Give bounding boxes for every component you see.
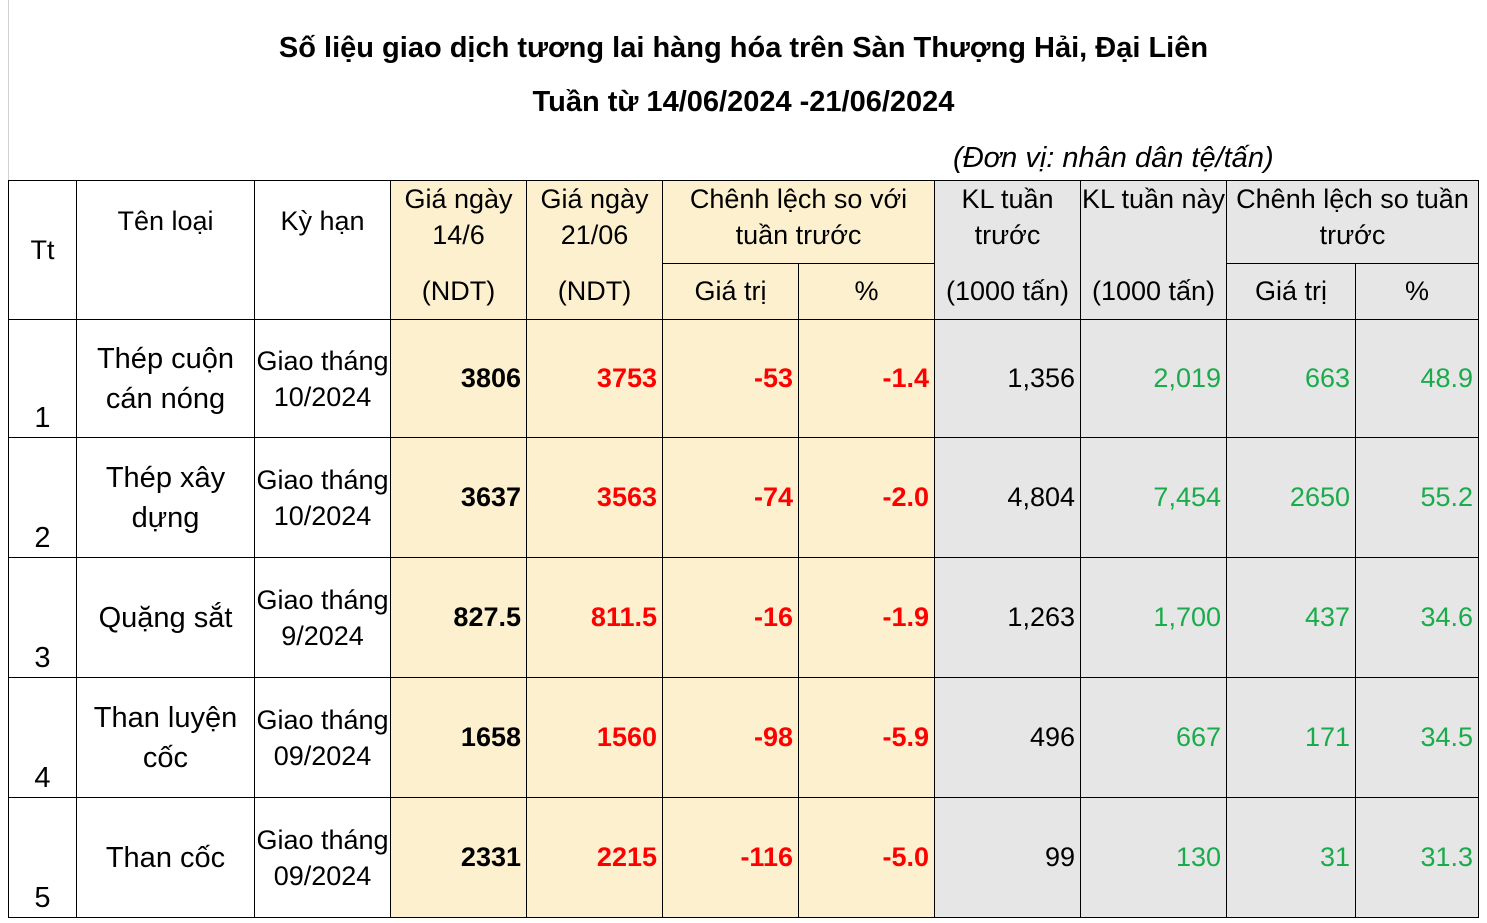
sheet-left-edge xyxy=(8,0,9,180)
unit-note: (Đơn vị: nhân dân tệ/tấn) xyxy=(953,142,1274,174)
table-row: 2 Thép xây dựng Giao tháng 10/2024 3637 … xyxy=(8,437,1480,558)
price-1406: 827.5 xyxy=(390,557,527,678)
row-index: 4 xyxy=(8,677,77,798)
volume-this: 1,700 xyxy=(1080,557,1227,678)
price-1406: 1658 xyxy=(390,677,527,798)
header-vol-diff-percent: % xyxy=(1354,263,1480,320)
table-row: 5 Than cốc Giao tháng 09/2024 2331 2215 … xyxy=(8,797,1480,918)
volume-prev: 1,356 xyxy=(934,319,1081,438)
row-index: 1 xyxy=(8,319,77,438)
volume-diff-value: 663 xyxy=(1226,319,1356,438)
header-tt: Tt xyxy=(8,180,77,320)
price-2106: 811.5 xyxy=(526,557,663,678)
price-2106: 2215 xyxy=(526,797,663,918)
table-row: 4 Than luyện cốc Giao tháng 09/2024 1658… xyxy=(8,677,1480,798)
header-vol-diff-value: Giá trị xyxy=(1226,263,1356,320)
page-subtitle: Tuần từ 14/06/2024 -21/06/2024 xyxy=(532,86,955,118)
volume-diff-value: 171 xyxy=(1226,677,1356,798)
volume-diff-percent: 34.6 xyxy=(1354,557,1480,678)
commodity-name: Quặng sắt xyxy=(76,557,255,678)
volume-prev: 1,263 xyxy=(934,557,1081,678)
commodity-name: Thép xây dựng xyxy=(76,437,255,558)
price-diff-percent: -5.9 xyxy=(798,677,935,798)
price-diff-value: -16 xyxy=(662,557,799,678)
price-diff-percent: -2.0 xyxy=(798,437,935,558)
volume-diff-percent: 48.9 xyxy=(1354,319,1480,438)
price-2106: 3753 xyxy=(526,319,663,438)
header-diff-vol: Chênh lệch so tuần trước xyxy=(1225,180,1480,264)
page-title: Số liệu giao dịch tương lai hàng hóa trê… xyxy=(278,32,1209,64)
header-diff-price: Chênh lệch so với tuần trước xyxy=(662,180,935,264)
commodity-name: Than luyện cốc xyxy=(76,677,255,798)
commodity-name: Than cốc xyxy=(76,797,255,918)
price-2106: 1560 xyxy=(526,677,663,798)
commodity-name: Thép cuộn cán nóng xyxy=(76,319,255,438)
volume-this: 667 xyxy=(1080,677,1227,798)
header-ndt-1: (NDT) xyxy=(390,263,527,320)
price-1406: 2331 xyxy=(390,797,527,918)
header-vol-unit-1: (1000 tấn) xyxy=(934,263,1081,320)
price-diff-value: -53 xyxy=(662,319,799,438)
volume-prev: 4,804 xyxy=(934,437,1081,558)
header-diff-value: Giá trị xyxy=(662,263,799,320)
header-diff-percent: % xyxy=(798,263,935,320)
price-diff-value: -74 xyxy=(662,437,799,558)
header-vol-this: KL tuần này xyxy=(1080,180,1227,264)
row-index: 2 xyxy=(8,437,77,558)
price-1406: 3806 xyxy=(390,319,527,438)
volume-diff-value: 31 xyxy=(1226,797,1356,918)
volume-this: 7,454 xyxy=(1080,437,1227,558)
contract-term: Giao tháng 09/2024 xyxy=(254,677,391,798)
header-ndt-2: (NDT) xyxy=(526,263,663,320)
price-diff-percent: -1.9 xyxy=(798,557,935,678)
volume-this: 2,019 xyxy=(1080,319,1227,438)
header-price-1406: Giá ngày 14/6 xyxy=(390,180,527,264)
price-diff-percent: -5.0 xyxy=(798,797,935,918)
price-diff-value: -98 xyxy=(662,677,799,798)
row-index: 3 xyxy=(8,557,77,678)
contract-term: Giao tháng 09/2024 xyxy=(254,797,391,918)
futures-table: Tt Tên loại Kỳ hạn Giá ngày 14/6 Giá ngà… xyxy=(8,180,1480,918)
price-2106: 3563 xyxy=(526,437,663,558)
contract-term: Giao tháng 9/2024 xyxy=(254,557,391,678)
price-diff-percent: -1.4 xyxy=(798,319,935,438)
price-diff-value: -116 xyxy=(662,797,799,918)
volume-diff-percent: 55.2 xyxy=(1354,437,1480,558)
contract-term: Giao tháng 10/2024 xyxy=(254,437,391,558)
volume-diff-percent: 31.3 xyxy=(1354,797,1480,918)
row-index: 5 xyxy=(8,797,77,918)
volume-diff-value: 437 xyxy=(1226,557,1356,678)
volume-prev: 496 xyxy=(934,677,1081,798)
table-row: 1 Thép cuộn cán nóng Giao tháng 10/2024 … xyxy=(8,319,1480,438)
header-vol-prev: KL tuần trước xyxy=(934,180,1081,264)
table-row: 3 Quặng sắt Giao tháng 9/2024 827.5 811.… xyxy=(8,557,1480,678)
volume-this: 130 xyxy=(1080,797,1227,918)
header-term: Kỳ hạn xyxy=(254,180,391,320)
header-vol-unit-2: (1000 tấn) xyxy=(1080,263,1227,320)
price-1406: 3637 xyxy=(390,437,527,558)
volume-prev: 99 xyxy=(934,797,1081,918)
volume-diff-percent: 34.5 xyxy=(1354,677,1480,798)
header-price-2106: Giá ngày 21/06 xyxy=(526,180,663,264)
volume-diff-value: 2650 xyxy=(1226,437,1356,558)
header-name: Tên loại xyxy=(76,180,255,320)
contract-term: Giao tháng 10/2024 xyxy=(254,319,391,438)
